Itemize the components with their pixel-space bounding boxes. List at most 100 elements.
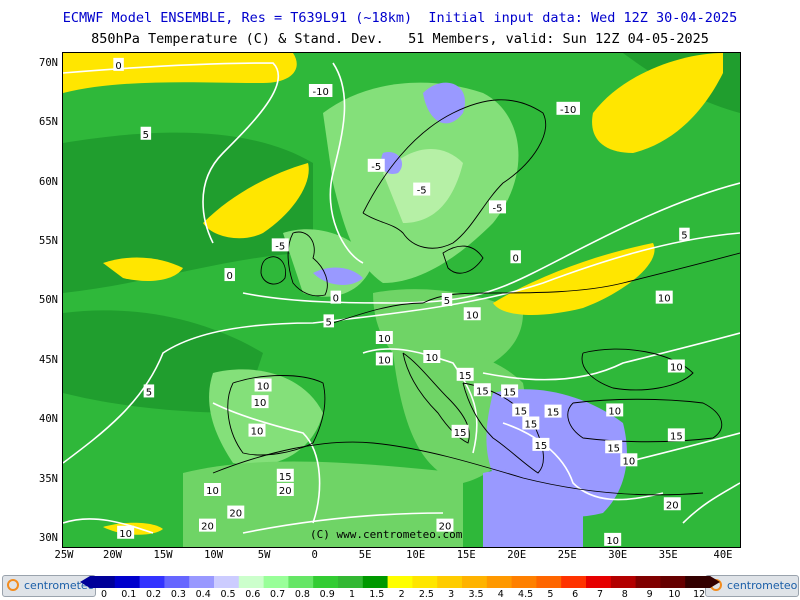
lon-label: 35E (658, 549, 678, 561)
forecast-map: 0 -10 -10 5 -5 -5 -5 -5 5 0 0 0 5 10 10 5 10 10 10 15 15 15 15… (62, 52, 741, 548)
contour-label-text: 15 (514, 406, 527, 417)
contour-label: 15 (276, 468, 294, 483)
logo-ring-icon (7, 579, 19, 591)
contour-label: -5 (367, 158, 385, 173)
colorbar-label: 2 (398, 589, 405, 600)
contour-label: 10 (117, 525, 135, 540)
contour-label-text: 15 (670, 431, 683, 442)
colorbar-label: 0 (100, 589, 108, 600)
contour-label-bg (117, 525, 135, 539)
colorbar-label: 3.5 (468, 589, 484, 600)
colorbar-swatch (214, 576, 240, 588)
contour-label-text: 15 (503, 387, 516, 398)
contour-label: 15 (473, 383, 491, 397)
contour-label-bg (679, 227, 690, 241)
contour-label: 5 (441, 293, 453, 307)
contour-label-bg (204, 483, 222, 496)
contour-label: 0 (510, 250, 521, 264)
contour-label: -5 (413, 182, 431, 197)
contour-label: 20 (663, 497, 681, 511)
colorbar-label: 4 (497, 589, 504, 600)
colorbar-swatch (536, 576, 562, 588)
contour-label-bg (605, 440, 623, 454)
colorbar-swatch (486, 576, 513, 588)
colorbar-swatch (561, 576, 587, 588)
temperature-fill (63, 53, 740, 547)
contour-label-text: 10 (608, 406, 621, 417)
contour-label-text: 10 (425, 353, 438, 364)
colorbar-swatch (660, 576, 686, 588)
lon-label: 5W (257, 549, 271, 561)
contour-label-bg (620, 453, 638, 467)
colorbar-label: 7 (596, 589, 604, 600)
contour-label-bg (224, 268, 235, 282)
colorbar-swatch (387, 576, 413, 588)
map-title: ECMWF Model ENSEMBLE, Res = T639L91 (~18… (62, 10, 738, 26)
contour-label: 0 (224, 268, 235, 282)
contour-label-text: 0 (115, 61, 121, 72)
colorbar-swatch (511, 576, 537, 588)
contour-label-text: -5 (417, 186, 427, 197)
contour-label-text: 10 (378, 355, 391, 366)
contour-label: 20 (198, 518, 216, 533)
contour-label: 20 (227, 505, 245, 520)
colorbar-label: 0.2 (146, 589, 162, 600)
colorbar-swatch (362, 576, 389, 588)
colorbar-swatch (288, 576, 314, 588)
colorbar-swatch (189, 576, 215, 588)
lon-label: 5E (358, 549, 372, 561)
contour-label: 15 (544, 404, 562, 419)
contour-label-text: 10 (254, 398, 267, 409)
contour-label-text: 10 (658, 294, 671, 305)
colorbar (80, 576, 720, 588)
contour-label-bg (308, 84, 333, 97)
contour-label-text: -5 (275, 241, 285, 252)
contour-label-text: 10 (257, 382, 270, 393)
colorbar-label: 4.5 (518, 589, 534, 600)
contour-label: 10 (204, 483, 222, 497)
contour-label-bg (473, 383, 491, 397)
contour-label-bg (248, 423, 266, 437)
contour-label-text: 10 (606, 536, 619, 547)
lon-label: 15E (456, 549, 476, 561)
map-subtitle: 850hPa Temperature (C) & Stand. Dev. 51 … (91, 31, 709, 47)
contour-label: 5 (679, 227, 690, 242)
contour-label: 10 (251, 395, 269, 409)
lon-label: 10W (204, 549, 224, 561)
contour-label: -10 (308, 84, 333, 98)
lon-label: 20W (103, 549, 122, 561)
lon-label: 40E (713, 549, 733, 561)
contour-label-bg (140, 126, 152, 140)
contour-label-text: 10 (466, 310, 479, 321)
colorbar-left-arrow (80, 576, 90, 588)
contour-label: 10 (375, 352, 393, 366)
contour-label: 15 (605, 440, 623, 454)
contour-label-text: 0 (512, 253, 518, 264)
contour-label-bg (667, 428, 685, 442)
coastlines (212, 99, 740, 496)
contour-label-text: 10 (251, 427, 264, 438)
colorbar-label: 0.4 (195, 589, 211, 600)
contour-label: 10 (254, 378, 272, 393)
colorbar-swatch (164, 576, 190, 588)
contour-label-text: 20 (666, 500, 679, 511)
colorbar-swatch (412, 576, 438, 588)
contour-label-text: 5 (326, 317, 332, 328)
contour-label: 20 (436, 518, 454, 533)
lat-label: 65N (39, 116, 58, 129)
logo-text: centrometeo (24, 579, 95, 592)
contour-label: 15 (532, 437, 550, 452)
colorbar-label: 2.5 (418, 589, 434, 600)
contour-label-text: 5 (681, 231, 687, 242)
lat-label: 30N (39, 531, 58, 544)
contour-label-bg (456, 367, 474, 381)
contour-label: 0 (330, 290, 342, 305)
contour-label-bg (667, 359, 685, 373)
colorbar-swatch (610, 576, 637, 588)
contour-label: -5 (271, 238, 289, 252)
contour-label: 10 (667, 359, 685, 374)
colorbar-swatch (238, 576, 265, 588)
colorbar-label: 0.9 (319, 589, 335, 600)
colorbar-label: 0.3 (170, 589, 186, 600)
